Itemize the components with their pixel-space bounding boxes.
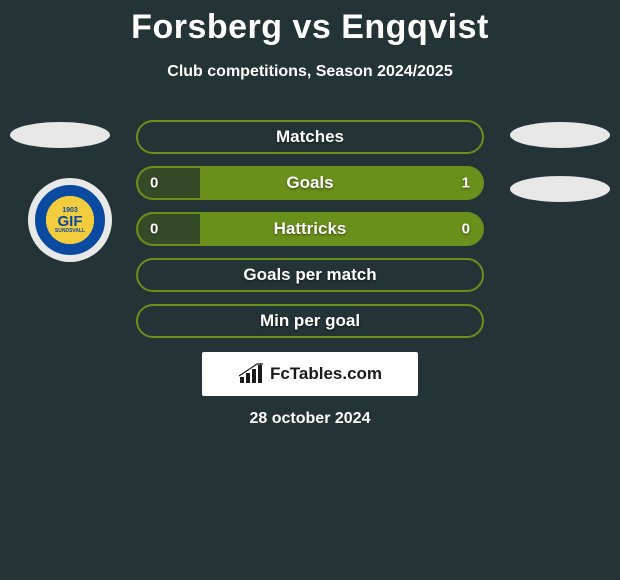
- branding-text: FcTables.com: [270, 364, 382, 384]
- club-badge-left: 1903 GIF SUNDSVALL: [28, 178, 112, 262]
- stat-bar-left: [138, 214, 200, 244]
- stat-label: Goals: [286, 173, 333, 193]
- badge-name: GIF: [55, 214, 85, 229]
- stat-bar-left: [138, 168, 200, 198]
- branding: FcTables.com: [202, 352, 418, 396]
- page-title: Forsberg vs Engqvist: [0, 0, 620, 47]
- stats-container: Matches 0 Goals 1 0 Hattricks 0 Goals pe…: [136, 120, 484, 350]
- player-avatar-right: [510, 122, 610, 148]
- stat-value-left: 0: [150, 175, 158, 192]
- stat-value-left: 0: [150, 221, 158, 238]
- stat-label: Matches: [276, 127, 344, 147]
- subtitle: Club competitions, Season 2024/2025: [0, 63, 620, 81]
- date-label: 28 october 2024: [0, 410, 620, 428]
- club-avatar-right: [510, 176, 610, 202]
- player-avatar-left: [10, 122, 110, 148]
- chart-icon: [238, 363, 264, 385]
- badge-city: SUNDSVALL: [55, 229, 85, 234]
- stat-label: Goals per match: [243, 265, 376, 285]
- stat-label: Hattricks: [274, 219, 347, 239]
- stat-row-min-per-goal: Min per goal: [136, 304, 484, 338]
- stat-value-right: 1: [462, 175, 470, 192]
- stat-row-goals: 0 Goals 1: [136, 166, 484, 200]
- stat-label: Min per goal: [260, 311, 360, 331]
- stat-row-matches: Matches: [136, 120, 484, 154]
- stat-row-hattricks: 0 Hattricks 0: [136, 212, 484, 246]
- stat-value-right: 0: [462, 221, 470, 238]
- stat-row-goals-per-match: Goals per match: [136, 258, 484, 292]
